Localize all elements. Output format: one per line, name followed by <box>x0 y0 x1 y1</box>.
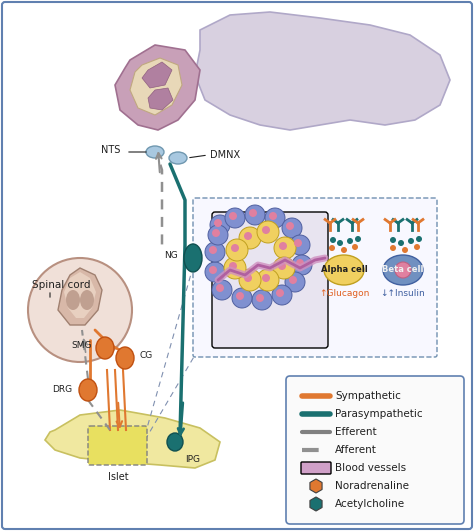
Circle shape <box>414 244 420 250</box>
Text: ↑Glucagon: ↑Glucagon <box>319 288 369 297</box>
Text: CG: CG <box>140 350 153 359</box>
Text: Efferent: Efferent <box>335 427 377 437</box>
Circle shape <box>282 218 302 238</box>
Text: NG: NG <box>164 251 178 260</box>
Circle shape <box>239 227 261 249</box>
Circle shape <box>330 237 336 243</box>
Circle shape <box>395 262 411 278</box>
Text: Acetylcholine: Acetylcholine <box>335 499 405 509</box>
Text: SMG: SMG <box>72 340 92 349</box>
Polygon shape <box>142 62 172 88</box>
Circle shape <box>329 245 335 251</box>
Circle shape <box>262 226 270 234</box>
Text: Alpha cell: Alpha cell <box>320 266 367 275</box>
Circle shape <box>244 232 252 240</box>
Circle shape <box>390 237 396 243</box>
Circle shape <box>390 245 396 251</box>
Polygon shape <box>45 410 220 468</box>
Ellipse shape <box>383 255 423 285</box>
Circle shape <box>290 235 310 255</box>
Circle shape <box>352 244 358 250</box>
Text: Spinal cord: Spinal cord <box>32 280 91 290</box>
Circle shape <box>273 257 295 279</box>
Circle shape <box>278 262 286 270</box>
Circle shape <box>232 288 252 308</box>
Circle shape <box>256 294 264 302</box>
Circle shape <box>337 240 343 246</box>
Circle shape <box>226 239 248 261</box>
FancyBboxPatch shape <box>301 462 331 474</box>
Circle shape <box>216 284 224 292</box>
Circle shape <box>355 236 361 242</box>
Ellipse shape <box>66 290 80 310</box>
Circle shape <box>408 238 414 244</box>
Circle shape <box>209 246 217 254</box>
Circle shape <box>225 208 245 228</box>
Circle shape <box>265 208 285 228</box>
Circle shape <box>292 255 312 275</box>
Ellipse shape <box>324 255 364 285</box>
Circle shape <box>208 225 228 245</box>
Circle shape <box>229 262 237 270</box>
Text: Blood vessels: Blood vessels <box>335 463 406 473</box>
Ellipse shape <box>167 433 183 451</box>
Polygon shape <box>115 45 200 130</box>
Circle shape <box>205 262 225 282</box>
Circle shape <box>249 209 257 217</box>
Text: ↓↑Insulin: ↓↑Insulin <box>381 288 425 297</box>
Circle shape <box>205 242 225 262</box>
Circle shape <box>245 205 265 225</box>
Circle shape <box>262 274 270 282</box>
FancyBboxPatch shape <box>193 198 437 357</box>
Polygon shape <box>64 272 96 318</box>
Text: IPG: IPG <box>185 455 200 464</box>
Text: DRG: DRG <box>52 386 72 395</box>
Circle shape <box>416 236 422 242</box>
Text: DMNX: DMNX <box>210 150 240 160</box>
Circle shape <box>210 215 230 235</box>
Circle shape <box>244 274 252 282</box>
Circle shape <box>239 269 261 291</box>
Circle shape <box>294 239 302 247</box>
FancyBboxPatch shape <box>88 426 147 465</box>
Circle shape <box>398 240 404 246</box>
Ellipse shape <box>169 152 187 164</box>
Circle shape <box>257 269 279 291</box>
Circle shape <box>231 244 239 252</box>
Ellipse shape <box>184 244 202 272</box>
Circle shape <box>402 247 408 253</box>
Text: Afferent: Afferent <box>335 445 377 455</box>
Circle shape <box>209 266 217 274</box>
Circle shape <box>257 221 279 243</box>
Circle shape <box>236 292 244 300</box>
Ellipse shape <box>96 337 114 359</box>
Circle shape <box>276 289 284 297</box>
Polygon shape <box>130 58 182 115</box>
Ellipse shape <box>116 347 134 369</box>
Circle shape <box>274 237 296 259</box>
Ellipse shape <box>79 379 97 401</box>
Circle shape <box>269 212 277 220</box>
FancyBboxPatch shape <box>286 376 464 524</box>
Text: NTS: NTS <box>100 145 120 155</box>
Circle shape <box>229 212 237 220</box>
Ellipse shape <box>146 146 164 158</box>
Circle shape <box>285 272 305 292</box>
Circle shape <box>212 229 220 237</box>
Circle shape <box>28 258 132 362</box>
Circle shape <box>347 238 353 244</box>
Circle shape <box>214 219 222 227</box>
Circle shape <box>296 259 304 267</box>
Circle shape <box>272 285 292 305</box>
Polygon shape <box>58 268 102 325</box>
Circle shape <box>279 242 287 250</box>
Text: Beta cell: Beta cell <box>382 266 424 275</box>
Text: Noradrenaline: Noradrenaline <box>335 481 409 491</box>
Polygon shape <box>310 479 322 493</box>
Circle shape <box>289 276 297 284</box>
Circle shape <box>341 247 347 253</box>
Text: Parasympathetic: Parasympathetic <box>335 409 423 419</box>
Text: Sympathetic: Sympathetic <box>335 391 401 401</box>
Circle shape <box>286 222 294 230</box>
